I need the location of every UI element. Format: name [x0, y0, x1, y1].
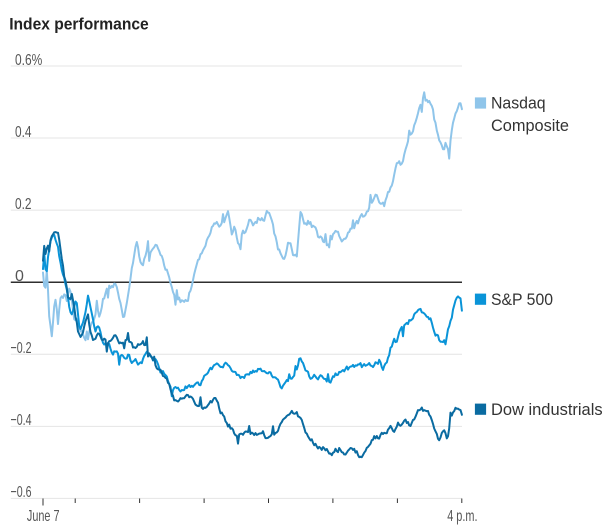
svg-text:June 7: June 7: [27, 508, 60, 525]
svg-text:Composite: Composite: [491, 116, 569, 135]
svg-text:0.6%: 0.6%: [15, 52, 42, 69]
svg-text:0.4: 0.4: [15, 124, 32, 141]
svg-text:Nasdaq: Nasdaq: [491, 94, 546, 113]
svg-text:0: 0: [15, 268, 24, 285]
svg-text:S&P 500: S&P 500: [491, 290, 553, 309]
svg-text:4 p.m.: 4 p.m.: [447, 508, 477, 525]
svg-text:−0.4: −0.4: [11, 412, 32, 429]
svg-text:−0.2: −0.2: [11, 340, 32, 357]
svg-text:Dow industrials: Dow industrials: [491, 400, 603, 419]
svg-text:−0.6: −0.6: [11, 484, 32, 501]
svg-text:Index performance: Index performance: [9, 16, 149, 34]
svg-text:0.2: 0.2: [15, 196, 32, 213]
